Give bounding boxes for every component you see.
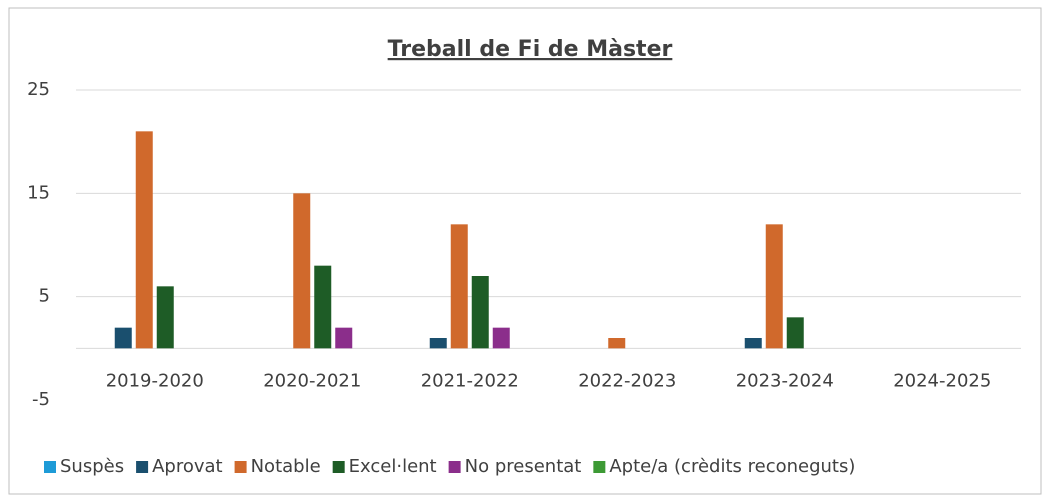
bar [156, 286, 174, 349]
x-tick-label: 2024-2025 [893, 370, 991, 391]
chart-title: Treball de Fi de Màster [388, 37, 673, 62]
bar [293, 193, 311, 349]
y-tick-label: -5 [32, 389, 50, 410]
bar [471, 276, 489, 349]
x-tick-label: 2021-2022 [421, 370, 519, 391]
bar [335, 327, 353, 349]
y-tick-label: 5 [39, 286, 50, 307]
legend-label: No presentat [465, 456, 582, 477]
legend-label: Excel·lent [349, 456, 437, 477]
legend-swatch [136, 461, 149, 473]
legend-label: Aprovat [152, 456, 223, 477]
bar [786, 317, 804, 349]
bar [765, 224, 783, 349]
bar [492, 327, 510, 349]
bar [135, 131, 153, 349]
legend-label: Apte/a (crèdits reconeguts) [609, 456, 855, 477]
bar [314, 265, 332, 349]
legend-label: Notable [251, 456, 321, 477]
legend-swatch [593, 461, 606, 473]
chart-border [8, 7, 1042, 495]
bar [114, 327, 132, 349]
legend-swatch [234, 461, 247, 473]
bar [450, 224, 468, 349]
x-tick-label: 2019-2020 [106, 370, 204, 391]
legend-swatch [332, 461, 345, 473]
x-tick-label: 2023-2024 [736, 370, 834, 391]
x-tick-label: 2020-2021 [263, 370, 361, 391]
bar [744, 338, 762, 349]
y-tick-label: 25 [27, 79, 50, 100]
legend-swatch [448, 461, 461, 473]
x-tick-label: 2022-2023 [578, 370, 676, 391]
y-tick-label: 15 [27, 182, 50, 203]
legend-swatch [44, 461, 56, 473]
bar [429, 338, 447, 349]
legend-label: Suspès [60, 456, 124, 477]
bar [608, 338, 626, 349]
